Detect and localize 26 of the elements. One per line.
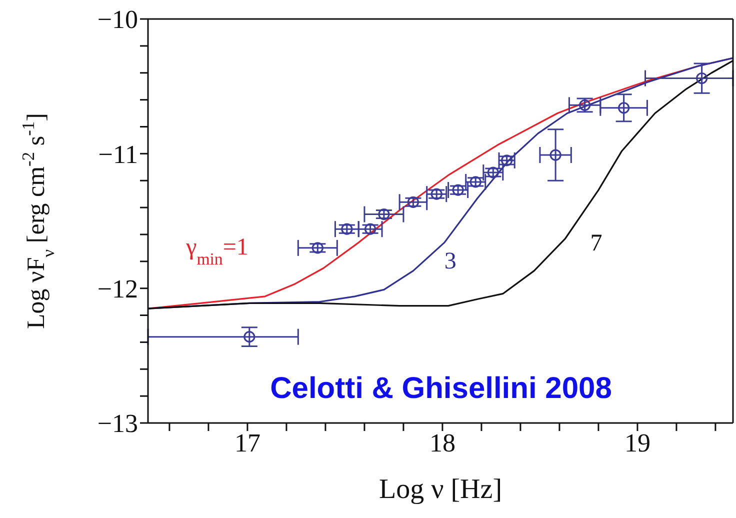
point bbox=[364, 223, 376, 235]
series-label: 7 bbox=[590, 230, 602, 257]
point bbox=[501, 154, 513, 166]
y-tick-label: −12 bbox=[97, 274, 138, 304]
x-tick-label: 18 bbox=[429, 428, 456, 458]
series-label: 3 bbox=[444, 248, 456, 275]
y-tick-label: −11 bbox=[98, 140, 138, 169]
annotation: Celotti & Ghisellini 2008 bbox=[269, 372, 613, 406]
point bbox=[312, 242, 324, 254]
point bbox=[470, 176, 482, 188]
series-label: γ$_{min}$=1 bbox=[185, 234, 248, 268]
x-tick-label: 19 bbox=[624, 428, 650, 458]
point bbox=[696, 72, 708, 84]
point bbox=[407, 196, 419, 208]
point bbox=[618, 102, 630, 114]
y-tick-label: −10 bbox=[97, 5, 138, 34]
x-axis-title: Log ν [Hz] bbox=[378, 474, 502, 505]
x-tick-label: 17 bbox=[234, 428, 260, 458]
point bbox=[550, 149, 562, 161]
point bbox=[452, 184, 464, 196]
point bbox=[430, 188, 442, 200]
point bbox=[579, 99, 591, 111]
point bbox=[244, 331, 256, 343]
point bbox=[487, 166, 499, 178]
y-tick-label: −13 bbox=[97, 409, 138, 438]
point bbox=[341, 223, 353, 235]
